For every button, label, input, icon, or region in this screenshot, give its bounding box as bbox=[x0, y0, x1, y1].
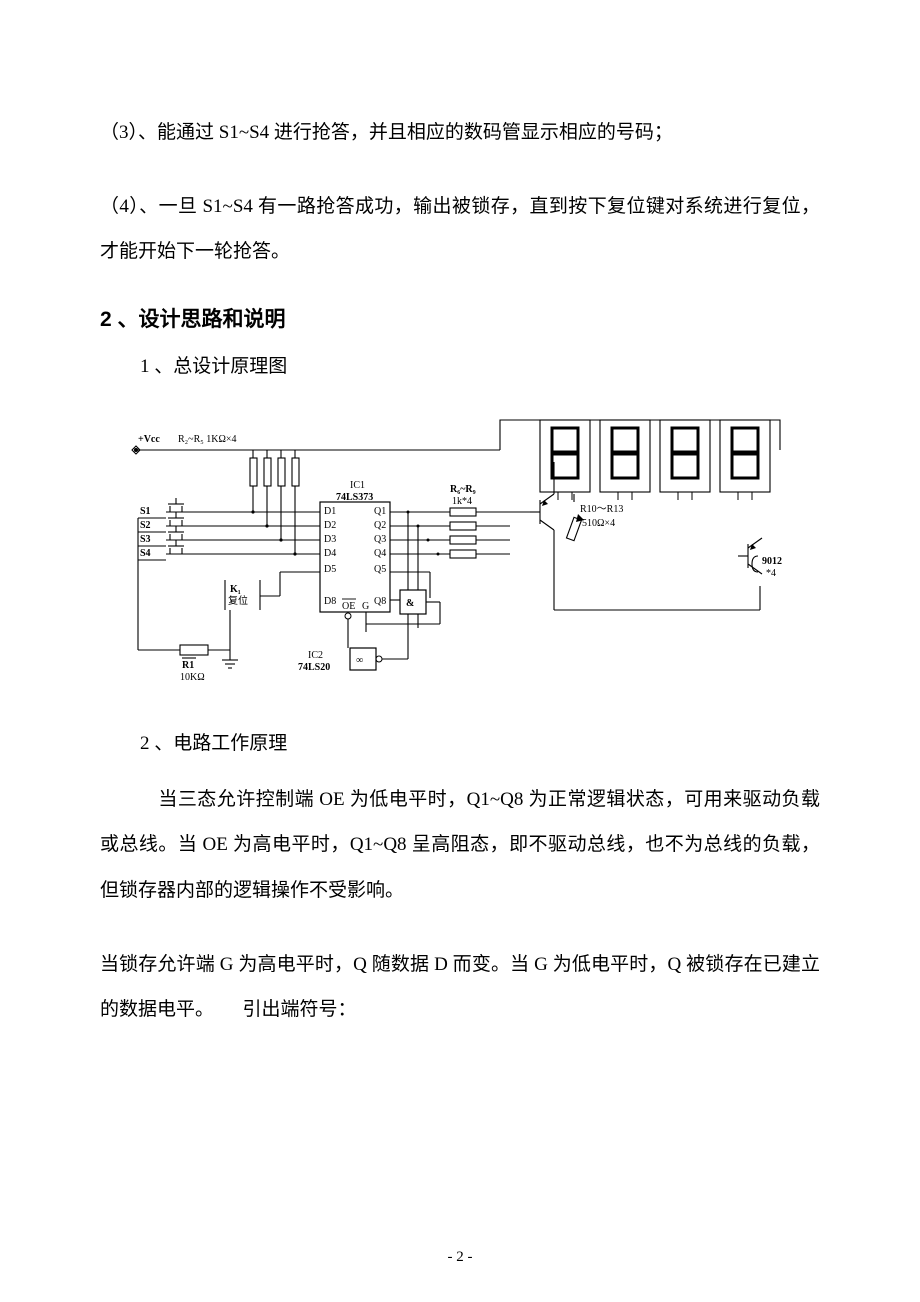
r1-resistor: R1 10KΩ bbox=[138, 645, 238, 683]
svg-text:&: & bbox=[406, 598, 414, 609]
svg-text:74LS20: 74LS20 bbox=[298, 662, 330, 673]
q-output-wires bbox=[390, 510, 450, 600]
para-work-2: 当锁存允许端 G 为高电平时，Q 随数据 D 而变。当 G 为低电平时，Q 被锁… bbox=[100, 942, 820, 1033]
svg-text:D2: D2 bbox=[324, 520, 336, 531]
ic1-74ls373: IC1 74LS373 D1 D2 D3 D4 D5 D8 Q1 Q2 Q3 Q… bbox=[320, 480, 390, 632]
svg-text:*4: *4 bbox=[766, 568, 776, 579]
svg-text:9012: 9012 bbox=[762, 556, 782, 567]
pullup-resistors bbox=[250, 450, 299, 554]
svg-text:IC2: IC2 bbox=[308, 650, 323, 661]
svg-text:D4: D4 bbox=[324, 548, 336, 559]
svg-text:74LS373: 74LS373 bbox=[336, 492, 373, 503]
svg-text:Q1: Q1 bbox=[374, 506, 386, 517]
svg-text:D1: D1 bbox=[324, 506, 336, 517]
transistor-9012: 9012 *4 bbox=[530, 462, 782, 610]
paragraph-3: （3）、能通过 S1~S4 进行抢答，并且相应的数码管显示相应的号码； bbox=[100, 110, 820, 156]
svg-text:510Ω×4: 510Ω×4 bbox=[582, 518, 615, 529]
svg-text:Q2: Q2 bbox=[374, 520, 386, 531]
svg-text:R1: R1 bbox=[182, 660, 194, 671]
svg-text:S2: S2 bbox=[140, 520, 151, 531]
para-work-1: 当三态允许控制端 OE 为低电平时，Q1~Q8 为正常逻辑状态，可用来驱动负载或… bbox=[100, 777, 820, 914]
svg-text:∞: ∞ bbox=[356, 655, 363, 666]
circuit-figure: +Vcc R₂~R₅ 1KΩ×4 S1 S2 S3 S4 bbox=[100, 400, 820, 700]
ic2-74ls20: & IC2 74LS20 ∞ bbox=[298, 512, 440, 673]
svg-text:R₆~R₉: R₆~R₉ bbox=[450, 484, 476, 495]
subheading-1: 1 、总设计原理图 bbox=[140, 351, 820, 378]
reset-switch: K₁ 复位 bbox=[225, 572, 320, 610]
svg-text:G: G bbox=[362, 601, 369, 612]
circuit-svg: +Vcc R₂~R₅ 1KΩ×4 S1 S2 S3 S4 bbox=[130, 400, 790, 700]
label-r2r5: R₂~R₅ 1KΩ×4 bbox=[178, 434, 237, 445]
svg-text:S3: S3 bbox=[140, 534, 151, 545]
svg-text:Q8: Q8 bbox=[374, 596, 386, 607]
svg-text:R10～R13: R10～R13 bbox=[580, 504, 623, 515]
svg-text:K₁: K₁ bbox=[230, 584, 241, 595]
switch-group: S1 S2 S3 S4 bbox=[138, 498, 320, 650]
svg-text:Q5: Q5 bbox=[374, 564, 386, 575]
svg-text:D5: D5 bbox=[324, 564, 336, 575]
svg-text:D3: D3 bbox=[324, 534, 336, 545]
subheading-2: 2 、电路工作原理 bbox=[140, 728, 820, 755]
seven-seg-displays bbox=[540, 420, 770, 500]
svg-text:复位: 复位 bbox=[228, 594, 248, 607]
svg-text:D8: D8 bbox=[324, 596, 336, 607]
svg-text:Q4: Q4 bbox=[374, 548, 386, 559]
svg-text:S4: S4 bbox=[140, 548, 151, 559]
svg-text:10KΩ: 10KΩ bbox=[180, 672, 205, 683]
svg-text:S1: S1 bbox=[140, 506, 151, 517]
svg-text:1k*4: 1k*4 bbox=[452, 496, 472, 507]
page-number: - 2 - bbox=[0, 1249, 920, 1266]
svg-text:OE: OE bbox=[342, 601, 355, 612]
label-vcc: +Vcc bbox=[138, 434, 160, 445]
paragraph-4: （4）、一旦 S1~S4 有一路抢答成功，输出被锁存，直到按下复位键对系统进行复… bbox=[100, 184, 820, 275]
r10-r13: R10～R13 510Ω×4 bbox=[566, 494, 623, 541]
r6-r9-resistors: R₆~R₉ 1k*4 bbox=[450, 484, 530, 558]
svg-text:IC1: IC1 bbox=[350, 480, 365, 491]
svg-text:Q3: Q3 bbox=[374, 534, 386, 545]
heading-2: 2 、设计思路和说明 bbox=[100, 303, 820, 333]
